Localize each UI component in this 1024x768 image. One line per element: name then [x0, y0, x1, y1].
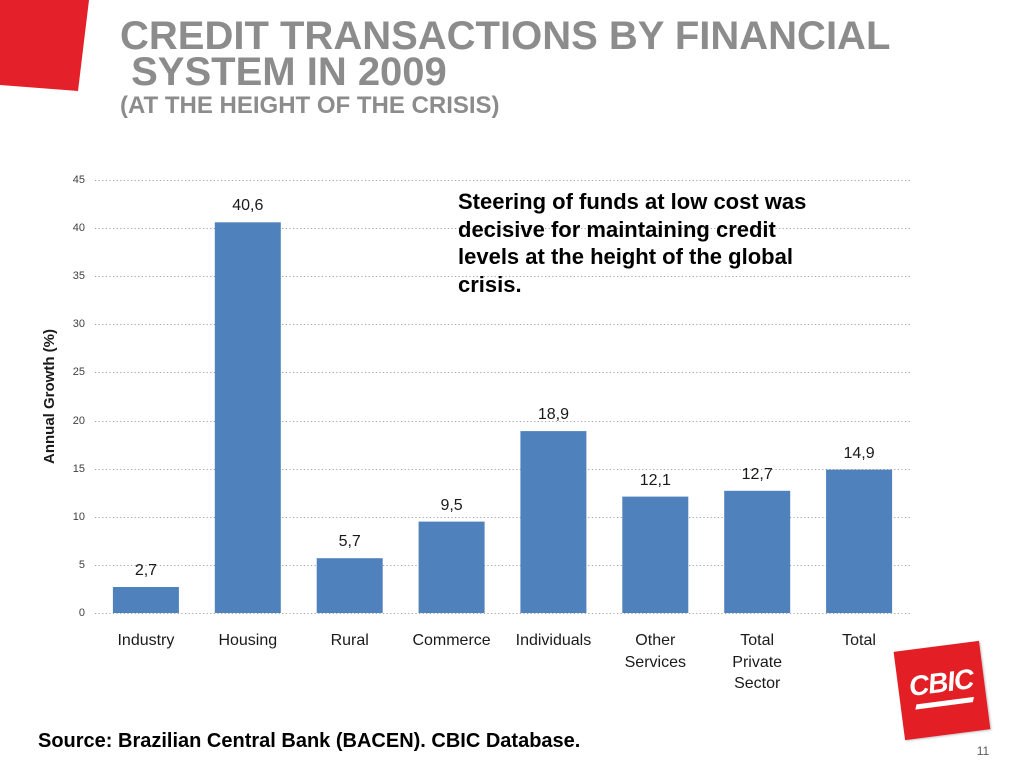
x-tick-label-individuals: Individuals — [515, 632, 592, 649]
y-tick-label-20: 20 — [72, 414, 85, 427]
x-tick-label-commerce: Commerce — [412, 632, 491, 649]
y-tick-label-5: 5 — [78, 558, 85, 571]
data-label-other-services: 12,1 — [639, 471, 671, 489]
y-tick-label-30: 30 — [72, 318, 85, 331]
slide-title: CREDIT TRANSACTIONS BY FINANCIAL — [120, 14, 891, 58]
data-label-individuals: 18,9 — [537, 406, 569, 424]
bar-commerce — [418, 521, 485, 613]
x-tick-label-rural: Rural — [330, 632, 369, 649]
slide-title-line2: SYSTEM IN 2009 — [120, 50, 447, 94]
y-tick-label-0: 0 — [78, 607, 85, 619]
source-note: Source: Brazilian Central Bank (BACEN). … — [38, 730, 581, 752]
cbic-logo: CBIC — [893, 640, 991, 741]
x-tick-label-housing: Housing — [218, 632, 278, 649]
y-tick-label-15: 15 — [72, 462, 85, 475]
data-label-total-private-sector: 12,7 — [741, 465, 773, 483]
bar-total — [826, 469, 893, 613]
data-label-total: 14,9 — [843, 444, 875, 462]
x-tick-label-industry: Industry — [117, 632, 175, 649]
y-tick-label-25: 25 — [72, 366, 85, 379]
data-label-housing: 40,6 — [232, 197, 264, 215]
bar-rural — [316, 558, 383, 613]
corner-accent-polygon — [0, 0, 89, 91]
x-tick-label-other-services: Other Services — [624, 632, 686, 671]
slide-subtitle: (AT THE HEIGHT OF THE CRISIS) — [120, 92, 500, 119]
y-tick-label-10: 10 — [72, 510, 85, 523]
bar-individuals — [520, 431, 587, 613]
y-tick-label-45: 45 — [72, 174, 85, 186]
corner-accent-shape — [0, 0, 89, 91]
data-label-industry: 2,7 — [134, 562, 158, 580]
bar-other-services — [622, 496, 689, 613]
bar-housing — [214, 222, 281, 614]
y-tick-label-40: 40 — [72, 222, 85, 235]
data-label-commerce: 9,5 — [440, 496, 463, 514]
data-label-rural: 5,7 — [338, 533, 361, 551]
chart-annotation: Steering of funds at low cost was decisi… — [458, 189, 807, 297]
x-tick-label-total: Total — [842, 632, 876, 649]
y-axis-label: Annual Growth (%) — [41, 329, 58, 465]
x-tick-label-total-private-sector: Total Private Sector — [732, 632, 783, 692]
page-number: 11 — [976, 744, 990, 758]
bar-total-private-sector — [724, 490, 791, 613]
y-tick-label-35: 35 — [72, 270, 85, 283]
bar-industry — [112, 587, 179, 613]
